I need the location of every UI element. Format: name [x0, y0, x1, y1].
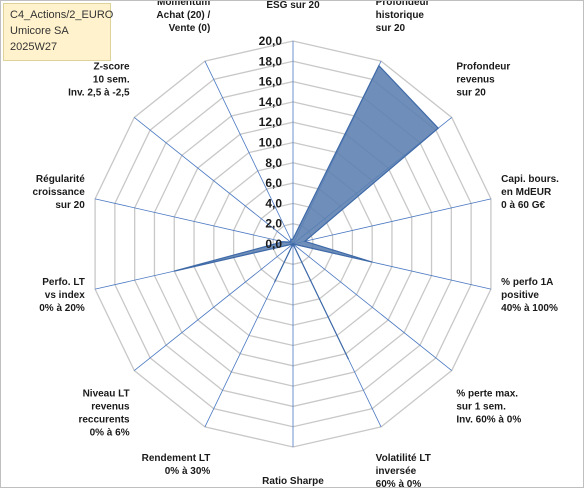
- axis-label-10-line-1: vs index: [45, 290, 85, 301]
- axis-label-12: Z-score 10 sem. Inv. 2,5 à -2,5: [68, 61, 130, 98]
- axis-label-5: % perte max. sur 1 sem. Inv. 60% à 0%: [456, 389, 521, 426]
- axis-label-7-line-0: Ratio Sharpe: [262, 476, 324, 487]
- axis-label-1-line-1: historique: [376, 10, 425, 21]
- axis-label-0: NoteESG sur 20: [266, 1, 320, 11]
- tick-label-1: 2,0: [265, 217, 282, 231]
- radar-tick-labels: 0,0 2,0 4,0 6,0 8,0 10,0 12,0 14,0 16,0 18,0 20,0: [259, 34, 283, 251]
- axis-label-9-line-2: reccurents: [78, 415, 130, 426]
- axis-label-12-line-1: 10 sem.: [93, 74, 130, 85]
- axis-label-13-line-1: Achat (20) /: [156, 10, 210, 21]
- axis-label-2: Profondeur revenus sur 20: [456, 61, 510, 98]
- tick-label-10: 20,0: [259, 34, 283, 48]
- axis-label-2-line-2: sur 20: [456, 87, 486, 98]
- axis-label-11-line-0: Régularité: [36, 174, 85, 185]
- axis-label-10-line-2: 0% à 20%: [39, 303, 85, 314]
- title-line-2: Umicore SA: [10, 25, 69, 37]
- axis-spoke-12: [134, 117, 294, 245]
- tick-label-9: 18,0: [259, 54, 283, 68]
- tick-label-0: 0,0: [265, 237, 282, 251]
- axis-label-5-line-1: sur 1 sem.: [456, 402, 506, 413]
- axis-label-10-line-0: Perfo. LT: [42, 277, 85, 288]
- axis-spoke-5: [292, 243, 452, 371]
- axis-label-4: % perfo 1A positive 40% à 100%: [501, 277, 558, 314]
- title-line-3: 2025W27: [10, 41, 58, 53]
- axis-label-8-line-1: 0% à 30%: [165, 466, 211, 477]
- axis-label-3-line-1: en MdEUR: [501, 187, 552, 198]
- axis-label-5-line-2: Inv. 60% à 0%: [456, 415, 521, 426]
- axis-label-8: Rendement LT 0% à 30%: [142, 453, 211, 477]
- axis-label-5-line-0: % perte max.: [456, 389, 518, 400]
- tick-label-8: 16,0: [259, 75, 283, 89]
- axis-label-13-line-0: Momentum: [157, 1, 210, 8]
- axis-label-9: Niveau LT revenus reccurents 0% à 6%: [78, 389, 130, 439]
- axis-label-1-line-2: sur 20: [376, 23, 406, 34]
- axis-spoke-9: [134, 243, 294, 371]
- axis-label-4-line-0: % perfo 1A: [501, 277, 553, 288]
- tick-label-4: 8,0: [265, 156, 282, 170]
- axis-label-1-line-0: Profondeur: [376, 1, 430, 8]
- axis-label-9-line-1: revenus: [91, 402, 130, 413]
- radar-series: [174, 64, 440, 360]
- tick-label-5: 10,0: [259, 136, 283, 150]
- radar-axis-labels: NoteESG sur 20 Profondeur historique sur 20…: [33, 1, 560, 488]
- axis-label-0-line-1: ESG sur 20: [266, 1, 320, 11]
- axis-label-10: Perfo. LT vs index 0% à 20%: [39, 277, 85, 314]
- chart-title-box: C4_Actions/2_EURO Umicore SA 2025W27: [3, 3, 114, 61]
- axis-label-6: Volatilité LT inversée 60% à 0%: [376, 453, 431, 488]
- axis-label-2-line-1: revenus: [456, 74, 495, 85]
- axis-label-4-line-1: positive: [501, 290, 539, 301]
- axis-label-12-line-2: Inv. 2,5 à -2,5: [68, 87, 130, 98]
- axis-label-13: Momentum Achat (20) / Vente (0): [156, 1, 210, 34]
- tick-label-2: 4,0: [265, 196, 282, 210]
- tick-label-3: 6,0: [265, 176, 282, 190]
- tick-label-7: 14,0: [259, 95, 283, 109]
- axis-label-8-line-0: Rendement LT: [142, 453, 211, 464]
- axis-label-2-line-0: Profondeur: [456, 61, 510, 72]
- axis-label-9-line-3: 0% à 6%: [90, 428, 130, 439]
- axis-label-7: Ratio Sharpe0 à 2: [262, 476, 324, 488]
- axis-label-11: Régularité croissance sur 20: [33, 174, 86, 211]
- tick-label-6: 12,0: [259, 115, 283, 129]
- axis-label-9-line-0: Niveau LT: [83, 389, 130, 400]
- axis-spoke-3: [292, 198, 491, 245]
- axis-label-3: Capi. bours. en MdEUR 0 à 60 G€: [501, 174, 559, 211]
- axis-label-11-line-1: croissance: [33, 187, 86, 198]
- title-line-1: C4_Actions/2_EURO: [10, 9, 114, 21]
- axis-label-3-line-2: 0 à 60 G€: [501, 200, 545, 211]
- axis-label-13-line-2: Vente (0): [169, 23, 211, 34]
- axis-label-4-line-2: 40% à 100%: [501, 303, 558, 314]
- axis-label-1: Profondeur historique sur 20: [376, 1, 430, 34]
- axis-label-6-line-0: Volatilité LT: [376, 453, 431, 464]
- axis-spoke-13: [204, 60, 294, 245]
- axis-label-11-line-2: sur 20: [55, 200, 85, 211]
- axis-label-3-line-0: Capi. bours.: [501, 174, 559, 185]
- axis-label-6-line-2: 60% à 0%: [376, 479, 422, 488]
- axis-label-6-line-1: inversée: [376, 466, 417, 477]
- axis-spoke-11: [95, 198, 294, 245]
- series-area: [174, 64, 440, 360]
- axis-label-12-line-0: Z-score: [93, 61, 130, 72]
